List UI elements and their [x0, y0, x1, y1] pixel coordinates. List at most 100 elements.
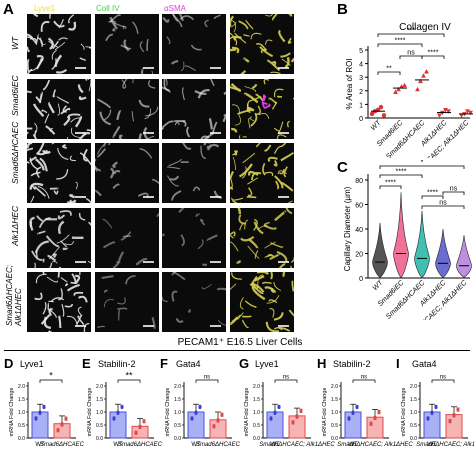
significance-label: **** [427, 190, 438, 197]
data-point [430, 410, 434, 414]
category-label: WT [348, 442, 358, 448]
micrograph-tile [27, 143, 91, 203]
row-label-smad6iec: Smad6iEC [10, 75, 20, 116]
y-tick-label: 0.0 [174, 436, 181, 442]
significance-label: ns [283, 375, 289, 381]
y-tick-label: 1.5 [253, 397, 260, 403]
data-point [291, 421, 295, 425]
category-label: WT [370, 119, 383, 132]
panel-letter-b: B [337, 1, 348, 18]
channel-label-coll4: Coll IV [96, 4, 120, 13]
significance-label: ns [439, 200, 447, 207]
panel-letter: F [160, 356, 168, 371]
y-tick-label: 0.5 [253, 423, 260, 429]
y-tick-label: 1.5 [18, 397, 25, 403]
data-point [112, 416, 116, 420]
channel-label-asma: αSMA [164, 4, 186, 13]
category-label: Smad6ΔHCAEC [385, 279, 427, 320]
gene-title: Lyve1 [20, 359, 44, 369]
micrograph-tile [162, 272, 226, 332]
category-label: Smad6ΔHCAEC [196, 442, 241, 448]
row-label-double: Smad6ΔHCAEC; Alk1ΔHEC [5, 265, 23, 326]
data-point [64, 417, 68, 421]
data-point [446, 109, 451, 114]
micrograph-tile [229, 143, 294, 203]
data-point [378, 104, 384, 110]
data-point [138, 426, 142, 430]
y-tick-label: 0.0 [410, 436, 417, 442]
data-point [299, 408, 303, 412]
data-point [299, 410, 303, 413]
data-point [426, 416, 430, 420]
y-tick-label: 1.5 [410, 397, 417, 403]
y-tick-label: 60 [355, 203, 363, 210]
data-point [216, 418, 220, 422]
data-point [369, 111, 375, 117]
data-point [194, 410, 198, 414]
data-point [142, 420, 146, 424]
data-point [273, 410, 277, 414]
y-tick-label: 2 [359, 89, 363, 96]
data-point [295, 415, 299, 419]
micrograph-tile [229, 272, 294, 332]
significance-label: **** [385, 180, 396, 187]
data-point [396, 86, 401, 92]
data-point [459, 113, 464, 118]
gene-title: Lyve1 [255, 359, 279, 369]
bar [423, 411, 441, 439]
micrograph-tile [94, 143, 159, 203]
y-axis-label: mRNA Fold Change [165, 388, 171, 437]
y-axis-label: Capillary Diameter (µm) [343, 186, 352, 271]
significance-bracket [431, 379, 455, 383]
y-tick-label: 2.0 [410, 384, 417, 390]
y-tick-label: 0.5 [410, 423, 417, 429]
y-axis-label: % Area of ROI [345, 58, 354, 109]
gene-title: Gata4 [176, 359, 201, 369]
category-label: WT [270, 442, 280, 448]
violin-shape [435, 228, 451, 278]
data-point [373, 417, 377, 421]
data-point [216, 419, 220, 423]
y-axis-label: mRNA Fold Change [9, 388, 15, 437]
data-point [369, 423, 373, 426]
bar [109, 411, 127, 439]
y-axis-label: mRNA Fold Change [87, 388, 93, 437]
data-point [377, 411, 381, 415]
panel-letter: G [239, 356, 249, 371]
category-label: Smad6ΔHCAEC [385, 119, 427, 158]
section-divider [4, 350, 470, 351]
category-label: Smad6ΔHCAEC; Alk1ΔHEC [259, 442, 335, 448]
data-point [437, 113, 442, 118]
significance-bracket [195, 379, 219, 383]
y-tick-label: 0.5 [96, 423, 103, 429]
data-point [393, 89, 398, 94]
data-point [212, 424, 216, 427]
y-tick-label: 0.5 [18, 423, 25, 429]
microscopy-grid [27, 14, 333, 332]
row-label-alk1: Alk1ΔHEC [10, 205, 20, 246]
gene-title: Gata4 [412, 359, 437, 369]
violin-shape [414, 210, 430, 278]
bar [31, 411, 49, 439]
significance-bracket [377, 43, 423, 47]
significance-bracket [379, 165, 465, 169]
data-point [347, 416, 351, 420]
data-point [465, 109, 470, 114]
violin-shape [372, 222, 388, 278]
category-label: Smad6ΔHCAEC; Alk1ΔHEC [416, 442, 474, 448]
channel-label-lyve1: Lyve1 [34, 4, 56, 13]
y-tick-label: 1.5 [331, 397, 338, 403]
bar [445, 414, 463, 439]
category-label: WT [35, 442, 45, 448]
y-tick-label: 0.0 [331, 436, 338, 442]
chart-b-title: Collagen IV [399, 22, 451, 33]
y-tick-label: 3 [359, 75, 363, 82]
significance-label: * [421, 160, 424, 167]
significance-label: ns [440, 375, 446, 381]
y-tick-label: 2.0 [18, 384, 25, 390]
data-point [56, 428, 60, 431]
panel-letter: E [82, 356, 91, 371]
